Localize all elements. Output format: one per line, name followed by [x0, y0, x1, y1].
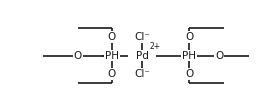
Text: PH: PH	[182, 51, 196, 60]
Text: O: O	[215, 51, 223, 60]
Text: O: O	[185, 69, 193, 79]
Text: O: O	[108, 32, 116, 42]
Text: Pd: Pd	[135, 51, 148, 60]
Text: PH: PH	[105, 51, 119, 60]
Text: O: O	[185, 32, 193, 42]
Text: O: O	[73, 51, 82, 60]
Text: 2+: 2+	[150, 42, 161, 51]
Text: Cl⁻: Cl⁻	[134, 69, 150, 79]
Text: O: O	[108, 69, 116, 79]
Text: Cl⁻: Cl⁻	[134, 32, 150, 42]
